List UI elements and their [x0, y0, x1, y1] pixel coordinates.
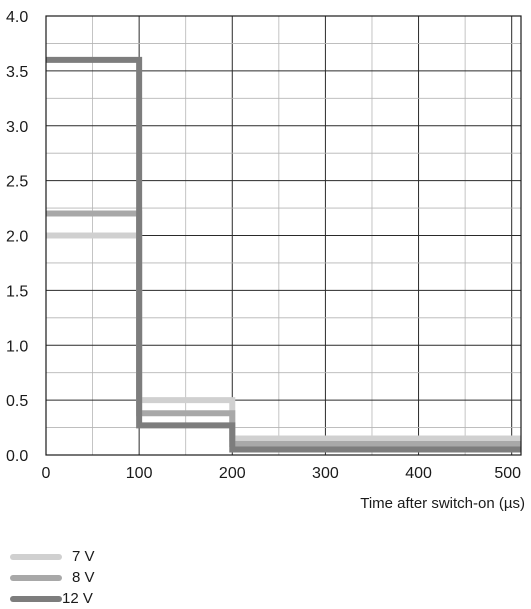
- y-tick-labels: 0.0 0.5 1.0 1.5 2.0 2.5 3.0 3.5 4.0: [6, 9, 28, 465]
- series-lines: [46, 56, 521, 453]
- x-tick-label: 400: [405, 465, 432, 482]
- x-tick-label: 100: [126, 465, 153, 482]
- legend-label-8v: 8 V: [72, 569, 95, 586]
- series-line-7v: [46, 232, 521, 442]
- x-tick-label: 500: [494, 465, 521, 482]
- legend-item-8v: 8 V: [10, 567, 95, 588]
- legend-item-7v: 7 V: [10, 546, 95, 567]
- y-tick-label: 0.5: [6, 393, 28, 410]
- legend-item-12v: 12 V: [10, 588, 95, 609]
- y-tick-label: 3.5: [6, 64, 28, 81]
- x-tick-labels: 0 100 200 300 400 500: [42, 465, 522, 482]
- legend: 7 V 8 V 12 V: [10, 546, 95, 609]
- x-axis-label: Time after switch-on (µs): [360, 495, 525, 512]
- y-tick-label: 2.5: [6, 174, 28, 191]
- legend-swatch-7v: [10, 553, 62, 560]
- series-line-8v: [46, 210, 521, 448]
- series-line-12v: [46, 56, 521, 453]
- step-response-chart: 0.0 0.5 1.0 1.5 2.0 2.5 3.0 3.5 4.0 0 100 200 300 40…: [6, 9, 525, 512]
- y-tick-label: 1.0: [6, 338, 28, 355]
- x-tick-label: 0: [42, 465, 51, 482]
- x-tick-label: 200: [219, 465, 246, 482]
- y-tick-label: 1.5: [6, 283, 28, 300]
- legend-label-12v: 12 V: [62, 590, 93, 607]
- plot-frame: [45, 15, 522, 456]
- y-tick-label: 4.0: [6, 9, 28, 26]
- legend-swatch-8v: [10, 574, 62, 581]
- x-tick-label: 300: [312, 465, 339, 482]
- y-tick-label: 3.0: [6, 119, 28, 136]
- y-tick-label: 0.0: [6, 448, 28, 465]
- legend-swatch-12v: [10, 595, 62, 602]
- legend-label-7v: 7 V: [72, 548, 95, 565]
- y-tick-label: 2.0: [6, 229, 28, 246]
